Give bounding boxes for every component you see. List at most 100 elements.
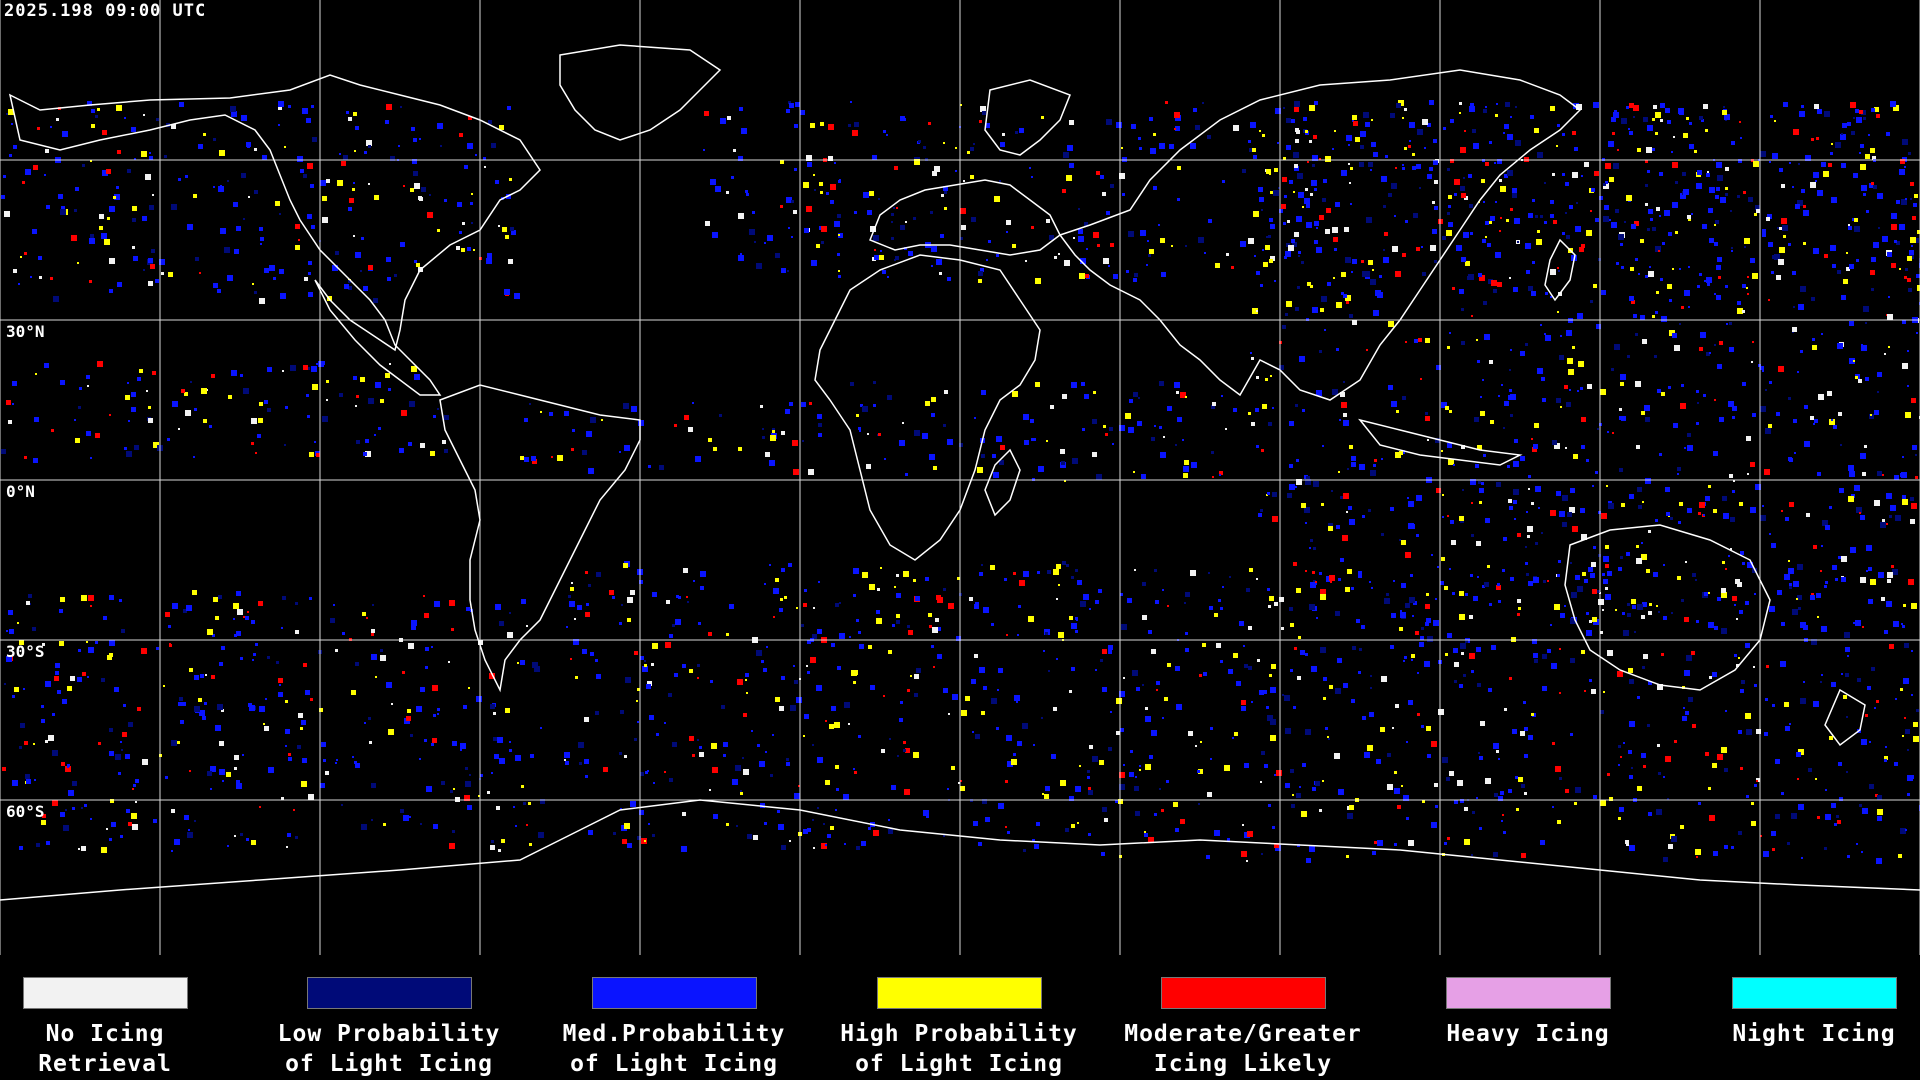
icing-pixel [1340, 392, 1345, 397]
icing-pixel [915, 596, 920, 601]
icing-pixel [1291, 119, 1295, 123]
icing-pixel [12, 381, 17, 386]
icing-pixel [1160, 238, 1165, 243]
icing-pixel [1779, 247, 1785, 253]
icing-pixel [1848, 226, 1852, 230]
icing-pixel [1153, 186, 1157, 190]
icing-pixel [1460, 643, 1466, 649]
icing-pixel [1149, 755, 1153, 759]
icing-pixel [1652, 315, 1655, 318]
icing-pixel [1251, 422, 1255, 426]
icing-pixel [1515, 776, 1518, 779]
icing-pixel [588, 830, 593, 835]
icing-pixel [33, 458, 38, 463]
icing-pixel [1812, 338, 1815, 341]
icing-pixel [1876, 858, 1882, 864]
icing-pixel [41, 820, 46, 825]
icing-pixel [109, 206, 115, 212]
icing-pixel [1309, 547, 1311, 549]
icing-pixel [1335, 611, 1340, 616]
icing-pixel [1856, 117, 1862, 123]
icing-pixel [413, 171, 418, 176]
icing-pixel [1446, 777, 1450, 781]
icing-pixel [1621, 118, 1627, 124]
icing-pixel [1033, 438, 1036, 441]
icing-pixel [1450, 520, 1454, 524]
icing-pixel [1257, 659, 1260, 662]
icing-pixel [463, 705, 467, 709]
icing-pixel [830, 200, 834, 204]
icing-pixel [1293, 562, 1297, 566]
icing-pixel [259, 402, 263, 406]
icing-pixel [740, 790, 742, 792]
icing-pixel [1260, 509, 1263, 512]
icing-pixel [621, 604, 623, 606]
icing-pixel [1323, 677, 1327, 681]
icing-pixel [1843, 279, 1848, 284]
icing-pixel [148, 406, 151, 409]
icing-pixel [1402, 164, 1404, 166]
icing-pixel [60, 380, 65, 385]
icing-pixel [529, 843, 532, 846]
icing-pixel [1527, 535, 1530, 538]
icing-pixel [183, 609, 187, 613]
icing-pixel [792, 440, 798, 446]
icing-pixel [1195, 125, 1200, 130]
icing-pixel [1210, 727, 1213, 730]
icing-pixel [1315, 583, 1317, 585]
icing-pixel [1128, 231, 1134, 237]
icing-pixel [371, 783, 376, 788]
icing-pixel [1724, 845, 1728, 849]
icing-pixel [813, 847, 815, 849]
icing-pixel [1738, 730, 1742, 734]
icing-pixel [1798, 804, 1804, 810]
icing-pixel [1840, 134, 1846, 140]
icing-pixel [848, 124, 851, 127]
icing-pixel [1579, 247, 1584, 252]
icing-pixel [300, 169, 304, 173]
icing-pixel [1044, 794, 1049, 799]
icing-pixel [1559, 777, 1562, 780]
icing-pixel [1371, 587, 1373, 589]
icing-pixel [1821, 674, 1823, 676]
icing-pixel [1445, 406, 1449, 410]
icing-pixel [34, 417, 39, 422]
icing-pixel [1343, 420, 1349, 426]
icing-pixel [590, 417, 596, 423]
icing-pixel [189, 668, 193, 672]
icing-pixel [1763, 851, 1769, 857]
icing-pixel [1453, 648, 1458, 653]
icing-pixel [1156, 681, 1160, 685]
icing-pixel [1894, 762, 1898, 766]
icing-pixel [882, 270, 886, 274]
icing-pixel [499, 621, 504, 626]
icing-pixel [1373, 310, 1379, 316]
icing-pixel [818, 423, 822, 427]
icing-pixel [1889, 515, 1892, 518]
icing-pixel [1144, 833, 1148, 837]
icing-pixel [1513, 489, 1519, 495]
icing-pixel [1135, 776, 1137, 778]
icing-pixel [1174, 128, 1176, 130]
icing-pixel [437, 708, 440, 711]
icing-pixel [1751, 361, 1753, 363]
icing-pixel [952, 694, 958, 700]
icing-pixel [1489, 360, 1493, 364]
icing-pixel [1433, 620, 1439, 626]
icing-pixel [1260, 781, 1262, 783]
icing-pixel [1894, 475, 1899, 480]
icing-pixel [1248, 238, 1254, 244]
icing-pixel [258, 418, 263, 423]
icing-pixel [1600, 800, 1606, 806]
icing-pixel [50, 277, 53, 280]
icing-pixel [1381, 176, 1387, 182]
icing-pixel [582, 450, 587, 455]
icing-pixel [974, 654, 978, 658]
icing-pixel [32, 627, 36, 631]
icing-pixel [1765, 389, 1767, 391]
icing-pixel [301, 720, 306, 725]
icing-pixel [45, 740, 48, 743]
icing-pixel [1631, 224, 1636, 229]
icing-pixel [1470, 103, 1474, 107]
icing-pixel [1660, 103, 1665, 108]
